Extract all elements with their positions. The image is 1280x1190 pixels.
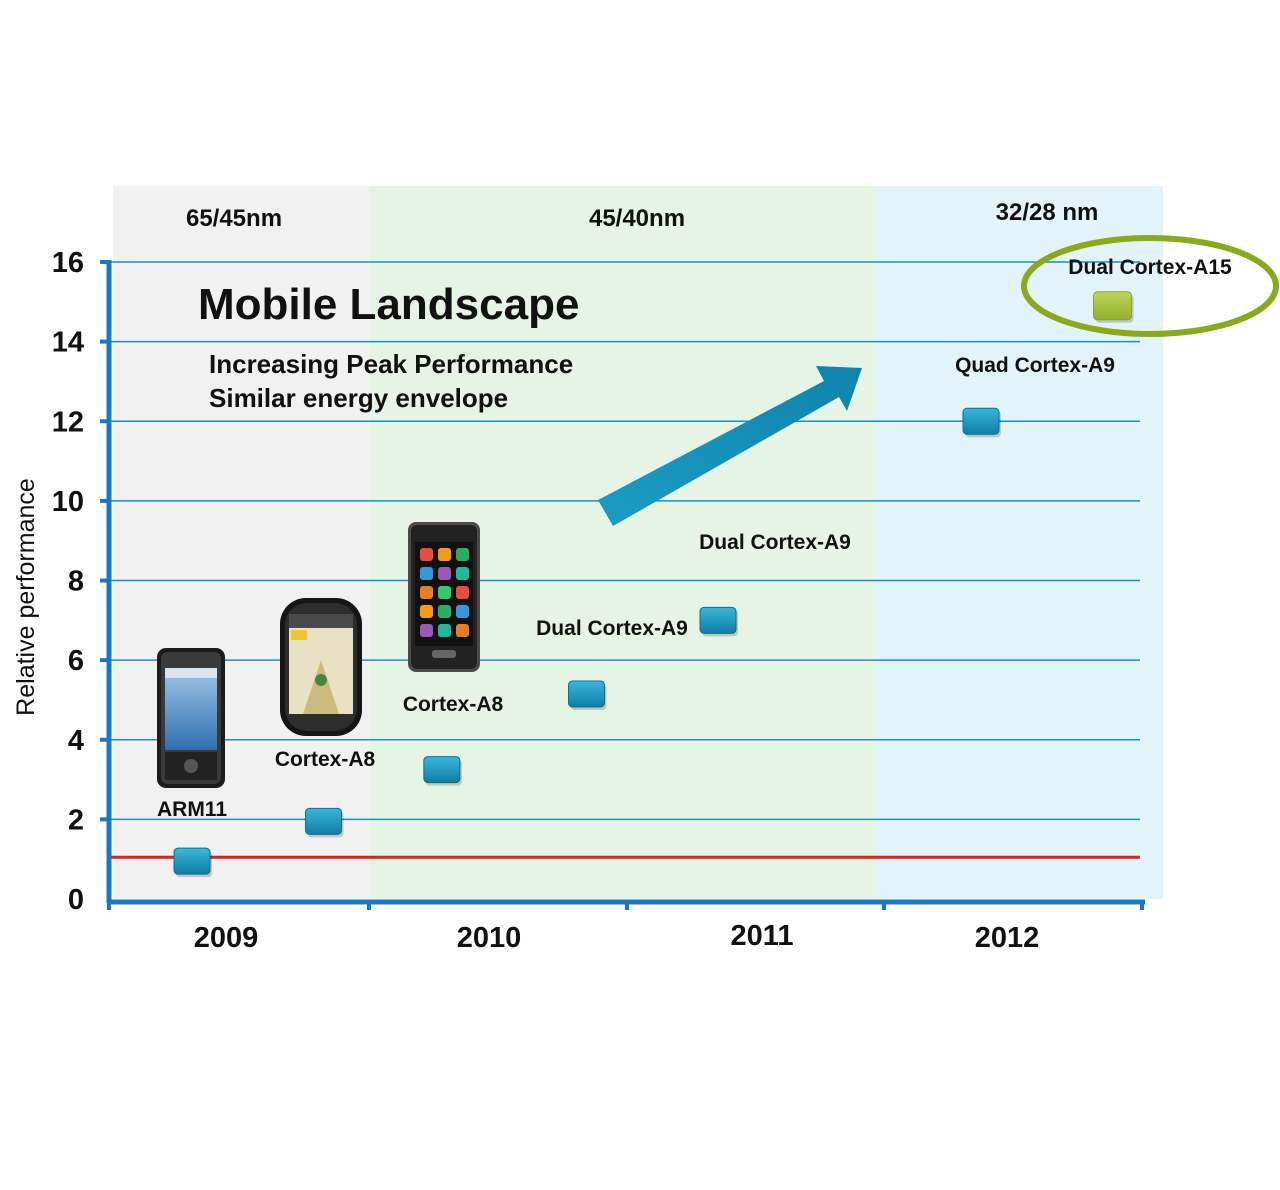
y-axis-label: Relative performance — [12, 478, 40, 716]
x-tick-2012: 2012 — [975, 922, 1040, 954]
y-tick-label: 6 — [68, 645, 84, 677]
highlight-ellipse — [1021, 235, 1279, 337]
x-tick-labels: 2009 2010 2011 2012 — [194, 920, 1040, 954]
palm-pre-phone-image — [280, 598, 362, 736]
y-tick-label: 16 — [52, 247, 84, 279]
point-label-arm11: ARM11 — [157, 798, 227, 821]
point-label-dual-cortex-a15: Dual Cortex-A15 — [1068, 256, 1232, 279]
app-icon — [456, 567, 469, 580]
y-tick-label: 8 — [68, 566, 84, 598]
app-icon — [420, 567, 433, 580]
y-tick-label: 4 — [68, 725, 84, 757]
y-tick-label: 14 — [52, 327, 84, 359]
x-tick-2011: 2011 — [731, 920, 794, 952]
x-tick-2010: 2010 — [457, 922, 522, 954]
app-icon — [456, 586, 469, 599]
x-tick-marks — [107, 900, 1144, 910]
process-bands: 65/45nm 45/40nm 32/28 nm — [113, 186, 1163, 899]
app-icon — [456, 548, 469, 561]
y-tick-label: 2 — [68, 804, 84, 836]
band-label-45-40nm: 45/40nm — [589, 205, 685, 232]
app-icon — [456, 605, 469, 618]
data-points — [173, 291, 1134, 878]
app-icon — [438, 548, 451, 561]
data-point-6 — [1093, 291, 1132, 321]
app-icon — [420, 605, 433, 618]
data-point-4 — [699, 606, 737, 634]
data-point-3 — [568, 680, 605, 708]
band-label-65-45nm: 65/45nm — [186, 205, 282, 232]
app-icon — [456, 624, 469, 637]
x-tick-2009: 2009 — [194, 922, 259, 954]
trend-arrow — [598, 366, 862, 526]
chart-title: Mobile Landscape — [198, 280, 579, 329]
band-65-45nm — [113, 186, 370, 899]
point-label-cortex-a8-2009: Cortex-A8 — [275, 748, 376, 771]
point-label-dual-cortex-a9-2011: Dual Cortex-A9 — [699, 531, 851, 554]
band-label-32-28nm: 32/28 nm — [996, 199, 1099, 226]
data-point-2 — [423, 756, 461, 784]
point-label-cortex-a8-2010: Cortex-A8 — [403, 693, 504, 716]
y-tick-label: 0 — [68, 884, 84, 916]
y-tick-label: 10 — [52, 486, 84, 518]
point-label-dual-cortex-a9-2010: Dual Cortex-A9 — [536, 617, 688, 640]
android-phone-image — [157, 648, 225, 788]
app-icon — [438, 605, 451, 618]
app-icon — [438, 567, 451, 580]
y-tick-labels: 0 2 4 6 8 10 12 14 16 — [52, 247, 84, 916]
chart-subtitle-line-1: Increasing Peak Performance — [209, 349, 573, 379]
point-label-quad-cortex-a9: Quad Cortex-A9 — [955, 354, 1115, 377]
data-point-5 — [962, 407, 1000, 435]
app-icon — [420, 586, 433, 599]
chart-subtitle-line-2: Similar energy envelope — [209, 383, 508, 413]
app-icon — [438, 624, 451, 637]
data-point-labels: ARM11 Cortex-A8 Cortex-A8 Dual Cortex-A9… — [157, 256, 1232, 821]
samsung-wave-phone-image — [408, 522, 480, 672]
app-icon — [438, 586, 451, 599]
data-point-0 — [173, 847, 211, 875]
y-tick-label: 12 — [52, 406, 84, 438]
data-point-1 — [305, 807, 342, 835]
app-icon — [420, 624, 433, 637]
app-icon — [420, 548, 433, 561]
